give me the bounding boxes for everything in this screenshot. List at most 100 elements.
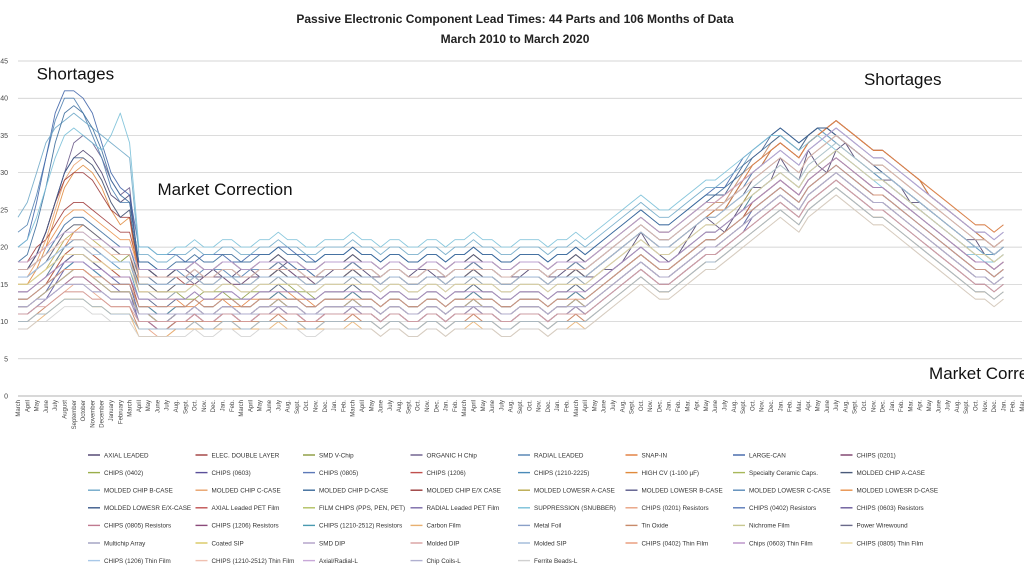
x-tick-label: Jan. bbox=[1001, 400, 1007, 412]
x-tick-label: Nov. bbox=[871, 400, 877, 412]
x-tick-label: July bbox=[723, 400, 729, 411]
x-tick-label: Aug. bbox=[955, 400, 961, 413]
y-tick-label: 40 bbox=[0, 96, 8, 103]
x-tick-label: Aug. bbox=[174, 400, 180, 413]
x-tick-label: March bbox=[16, 400, 22, 417]
x-tick-label: January bbox=[109, 400, 115, 421]
series-line bbox=[18, 134, 1004, 278]
x-tick-label: April bbox=[25, 400, 31, 412]
x-tick-label: Aug. bbox=[620, 400, 626, 413]
legend-entry: Chip Coils-L bbox=[427, 558, 462, 565]
legend-entry: AXIAL LEADED bbox=[104, 452, 149, 459]
x-tick-label: March bbox=[462, 400, 468, 417]
legend-entry: MOLDED CHIP C-CASE bbox=[212, 488, 281, 495]
x-tick-label: May bbox=[816, 400, 822, 411]
legend-entry: SMD DIP bbox=[319, 540, 345, 547]
annotation-label: Shortages bbox=[37, 65, 115, 84]
x-tick-label: Dec. bbox=[992, 400, 998, 413]
x-tick-label: Dec. bbox=[323, 400, 329, 413]
legend: AXIAL LEADED ELEC. DOUBLE LAYER SMD V-Chip… bbox=[88, 452, 938, 565]
x-tick-label: Feb. bbox=[676, 400, 682, 412]
y-tick-label: 30 bbox=[0, 170, 8, 177]
x-tick-label: April bbox=[137, 400, 143, 412]
x-tick-label: July bbox=[53, 400, 59, 411]
x-tick-label: Mar. bbox=[797, 400, 803, 412]
x-tick-label: Sept. bbox=[406, 400, 412, 414]
y-tick-label: 20 bbox=[0, 245, 8, 252]
x-tick-label: Oct. bbox=[974, 400, 980, 411]
series-line bbox=[18, 194, 1004, 337]
legend-entry: CHIPS (0201) Resistors bbox=[642, 505, 709, 512]
x-tick-label: July bbox=[946, 400, 952, 411]
legend-entry: RADIAL LEADED bbox=[534, 452, 584, 459]
legend-entry: CHIPS (1210-2225) bbox=[534, 470, 589, 477]
legend-entry: MOLDED LOWESR B-CASE bbox=[642, 488, 723, 495]
legend-entry: Molded DIP bbox=[427, 540, 460, 547]
legend-entry: CHIPS (0805) Thin Film bbox=[857, 540, 924, 547]
x-tick-label: May bbox=[258, 400, 264, 411]
legend-entry: MOLDED CHIP D-CASE bbox=[319, 488, 388, 495]
legend-entry: SNAP-IN bbox=[642, 452, 668, 459]
x-tick-label: Feb. bbox=[341, 400, 347, 412]
x-tick-label: October bbox=[81, 400, 87, 421]
y-tick-label: 0 bbox=[4, 394, 8, 401]
legend-entry: MOLDED LOWESR C-CASE bbox=[749, 488, 831, 495]
legend-entry: Axial/Radial-L bbox=[319, 558, 358, 565]
x-tick-label: Oct. bbox=[639, 400, 645, 411]
y-tick-label: 10 bbox=[0, 319, 8, 326]
x-tick-label: Mar. bbox=[1020, 400, 1024, 412]
legend-entry: CHIPS (1206) Resistors bbox=[212, 523, 279, 530]
x-tick-label: Mar. bbox=[908, 400, 914, 412]
legend-entry: LARGE-CAN bbox=[749, 452, 786, 459]
legend-entry: SUPPRESSION (SNUBBER) bbox=[534, 505, 616, 512]
x-tick-label: Dec. bbox=[769, 400, 775, 413]
x-tick-label: April bbox=[248, 400, 254, 412]
series-line bbox=[18, 179, 1004, 323]
x-tick-label: Nov. bbox=[537, 400, 543, 412]
x-tick-label: April bbox=[360, 400, 366, 412]
legend-entry: Molded SIP bbox=[534, 540, 567, 547]
series-line bbox=[18, 120, 1004, 285]
legend-entry: Ferrite Beads-L bbox=[534, 558, 578, 565]
x-tick-label: July bbox=[276, 400, 282, 411]
series-line bbox=[18, 157, 1004, 300]
series-line bbox=[18, 187, 1004, 330]
x-tick-label: Jan. bbox=[890, 400, 896, 412]
x-tick-label: June bbox=[825, 399, 831, 413]
legend-entry: Multichip Array bbox=[104, 540, 146, 547]
legend-entry: MOLDED LOWESR D-CASE bbox=[857, 488, 939, 495]
y-axis: 0 5 10 15 20 25 30 35 40 45 bbox=[0, 59, 8, 401]
x-tick-label: May bbox=[35, 400, 41, 411]
legend-entry: CHIPS (1210-2512) Resistors bbox=[319, 523, 402, 530]
x-tick-label: Oct. bbox=[862, 400, 868, 411]
legend-entry: CHIPS (0805) bbox=[319, 470, 358, 477]
x-tick-label: Aug. bbox=[286, 400, 292, 413]
x-tick-label: Apr. bbox=[918, 400, 924, 411]
x-tick-label: Feb. bbox=[453, 400, 459, 412]
legend-entry: CHIPS (0603) bbox=[212, 470, 251, 477]
x-tick-label: Nov. bbox=[314, 400, 320, 412]
y-tick-label: 5 bbox=[4, 356, 8, 363]
series-lines bbox=[17, 90, 1004, 337]
x-tick-label: Sept. bbox=[741, 400, 747, 414]
x-tick-label: June bbox=[267, 399, 273, 413]
legend-entry: Carbon Film bbox=[427, 523, 461, 530]
x-tick-label: Aug. bbox=[732, 400, 738, 413]
legend-entry: SMD V-Chip bbox=[319, 452, 354, 459]
legend-entry: CHIPS (0805) Resistors bbox=[104, 523, 171, 530]
series-line bbox=[18, 149, 1004, 293]
x-tick-label: August bbox=[63, 400, 69, 419]
x-tick-label: Mar. bbox=[685, 400, 691, 412]
legend-entry: MOLDED CHIP A-CASE bbox=[857, 470, 925, 477]
series-line bbox=[18, 142, 1004, 285]
legend-entry: CHIPS (0603) Resistors bbox=[857, 505, 924, 512]
x-tick-label: December bbox=[100, 400, 106, 428]
x-tick-label: Nov. bbox=[648, 400, 654, 412]
x-tick-label: July bbox=[165, 400, 171, 411]
annotations: Shortages Market Correction Shortages Marke… bbox=[37, 65, 1024, 383]
annotation-label: Market Correction bbox=[929, 364, 1024, 383]
x-tick-label: June bbox=[379, 399, 385, 413]
x-tick-label: June bbox=[936, 399, 942, 413]
x-tick-label: Apr. bbox=[695, 400, 701, 411]
x-tick-label: May bbox=[592, 400, 598, 411]
